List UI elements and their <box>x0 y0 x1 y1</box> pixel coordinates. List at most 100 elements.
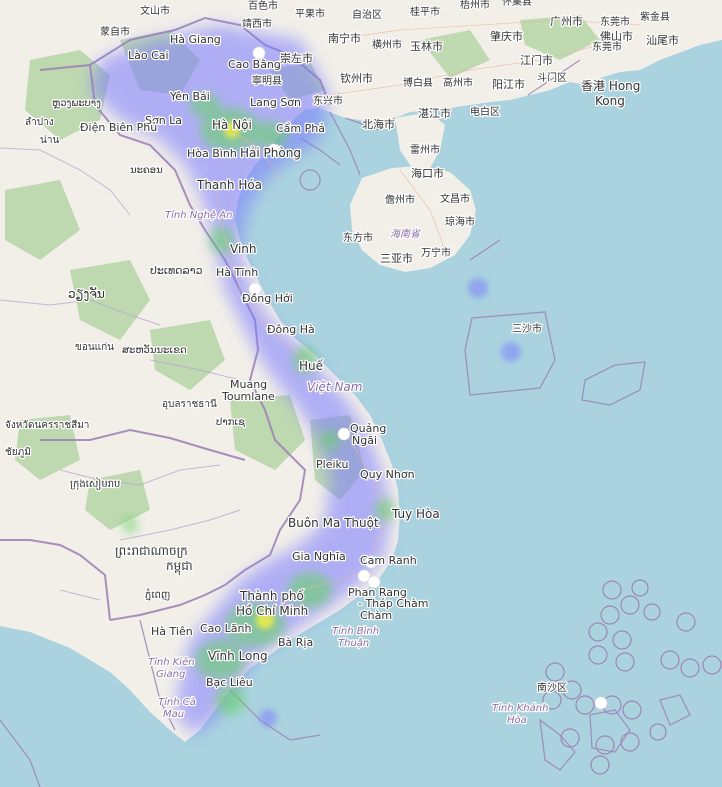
label-thai-1: จังหวัดนครราชสีมา <box>5 419 89 431</box>
label-qionghai: 琼海市 <box>445 215 475 228</box>
marker-dong-hoi[interactable] <box>248 282 262 296</box>
label-hengzhou: 横州市 <box>372 38 402 51</box>
label-nanning: 南宁市 <box>328 31 361 45</box>
label-gia-nghia: Gia Nghĩa <box>292 550 346 563</box>
label-cambodia-1: ព្រះរាជាណាចក្រ <box>115 544 188 558</box>
label-dongguan-2: 东莞市 <box>592 40 622 53</box>
marker-cam-ranh[interactable] <box>364 555 378 569</box>
label-thanh-hoa: Thanh Hóa <box>196 178 262 192</box>
label-tinh-tay: 靖西市 <box>242 17 272 30</box>
leizhou-peninsula <box>395 112 445 168</box>
label-tinh-binh-thuan-2: Thuận <box>338 637 369 649</box>
label-west-2: น่าน <box>40 135 59 146</box>
label-laos-4: ວຽງຈັນ <box>68 287 105 301</box>
label-bach-sac: 百色市 <box>248 0 278 12</box>
mainland-land <box>0 0 722 742</box>
label-cambodia-2: កម្ពុជា <box>166 559 193 576</box>
label-west-3: ขอนแก่น <box>75 342 114 353</box>
label-gaozhou: 高州市 <box>443 76 473 89</box>
label-yen-bai: Yên Bái <box>169 90 210 103</box>
label-muang-toumlane-2: Toumlane <box>221 390 275 403</box>
label-laos-country: ປະເທດລາວ <box>150 264 203 277</box>
label-son-la: Sơn La <box>145 114 182 127</box>
label-laos-5: ສະຫວັນນະເຂດ <box>122 343 187 356</box>
label-laos-2: ນະຄອນ <box>130 165 163 176</box>
label-shanwei: 汕尾市 <box>646 33 679 47</box>
label-tinh-nghe-an: Tỉnh Nghệ An <box>165 209 232 221</box>
label-pleiku: Pleiku <box>316 458 349 471</box>
label-hai-phong: Hải Phòng <box>240 146 301 160</box>
label-hainan: 海南省 <box>390 228 421 240</box>
label-yulin: 玉林市 <box>410 39 443 53</box>
label-haikou: 海口市 <box>411 166 444 180</box>
hainan-island <box>350 166 476 272</box>
label-tinh-ca-mau: Tỉnh Cà <box>158 696 196 708</box>
label-vinh-long: Vĩnh Long <box>208 649 268 663</box>
label-tp-hcm-1: Thành phố <box>239 589 305 603</box>
label-zhaoqing: 肇庆市 <box>490 29 523 43</box>
label-tinh-kien-giang-2: Giang <box>156 669 185 680</box>
marker-quang-ngai[interactable] <box>337 427 351 441</box>
label-chongzuo: 崇左市 <box>280 51 313 65</box>
marker-hai-phong[interactable] <box>267 143 281 157</box>
label-huaiji: 怀集县 <box>502 0 532 8</box>
label-wanning: 万宁市 <box>421 246 451 259</box>
label-dong-ha: Đông Hà <box>267 323 315 336</box>
label-lang-son: Lang Sơn <box>250 96 301 109</box>
label-bac-lieu: Bạc Liêu <box>206 676 253 689</box>
label-ha-noi: Hà Nội <box>212 118 252 132</box>
label-cao-lanh: Cao Lãnh <box>200 622 251 635</box>
label-ha-tinh: Hà Tĩnh <box>216 266 258 279</box>
label-danzhou: 儋州市 <box>385 193 415 206</box>
marker-cao-bang[interactable] <box>252 46 266 60</box>
label-yangjiang: 阳江市 <box>492 77 525 91</box>
label-dongfang: 东方市 <box>343 231 373 244</box>
label-qinzhou: 钦州市 <box>340 71 373 85</box>
label-tinh-ca-mau-2: Mau <box>163 709 184 720</box>
label-cam-ranh: Cam Ranh <box>360 554 417 567</box>
label-beihai: 北海市 <box>362 117 395 131</box>
label-dien-bien: Điện Biên Phủ <box>80 121 157 134</box>
label-zhanjiang: 湛江市 <box>418 106 451 120</box>
label-ba-ria: Bà Rịa <box>278 636 313 649</box>
label-buon-ma-thuot: Buôn Ma Thuột <box>288 516 379 530</box>
marker-nha-trang[interactable] <box>357 569 371 583</box>
label-vinh: Vinh <box>230 242 257 256</box>
label-quy-nhon: Quy Nhơn <box>360 468 415 481</box>
label-quang-ngai-2: Ngãi <box>352 434 377 447</box>
label-sanya: 三亚市 <box>380 251 413 265</box>
label-tinh-kien-giang: Tỉnh Kiên <box>148 656 195 668</box>
label-que-binh: 桂平市 <box>410 5 440 18</box>
label-muang-toumlane-1: Muang <box>230 378 267 391</box>
marker-phan-rang[interactable] <box>367 575 381 589</box>
label-zijin: 紫金县 <box>640 10 670 23</box>
label-tinh-khanh-hoa-2: Hòa <box>507 714 527 726</box>
label-dongguan: 东莞市 <box>600 15 630 28</box>
label-binh-qua: 平果市 <box>295 7 325 20</box>
label-tp-hcm-2: Hồ Chí Minh <box>236 604 308 618</box>
label-jiangmen: 江门市 <box>520 53 553 67</box>
roads <box>214 19 641 621</box>
marker-nam-sa[interactable] <box>594 696 608 710</box>
label-ha-giang: Hà Giang <box>170 33 221 46</box>
map-markers[interactable] <box>248 46 608 710</box>
province-borders <box>0 147 241 601</box>
map-labels: 百色市 文山市 蒙自市 Hà Giang 靖西市 平果市 自治区 桂平市 梧州市… <box>4 0 681 727</box>
label-wenchang: 文昌市 <box>440 192 470 205</box>
label-ngo-chau: 梧州市 <box>460 0 490 11</box>
label-cao-bang: Cao Bằng <box>228 58 281 71</box>
label-laos-6: ປາກເຊ <box>216 417 245 428</box>
label-viet-nam: Việt Nam <box>307 380 362 394</box>
label-cambodia-4: ក្រុងសៀមរាប <box>70 477 120 491</box>
label-cham: Chàm <box>360 609 392 622</box>
label-phan-rang: Phan Rang <box>348 586 407 599</box>
label-hong-kong-cn: 香港 Hong <box>581 79 640 93</box>
label-foshan: 佛山市 <box>600 29 633 43</box>
label-west-4: ชัยภูมิ <box>5 447 31 458</box>
label-van-son: 文山市 <box>140 4 170 17</box>
label-laos-1: ຫຼວງພະບາງ <box>52 98 101 109</box>
label-sansha: 三沙市 <box>512 322 542 335</box>
label-ha-tien: Hà Tiên <box>151 625 193 638</box>
label-hue: Huế <box>299 359 324 373</box>
